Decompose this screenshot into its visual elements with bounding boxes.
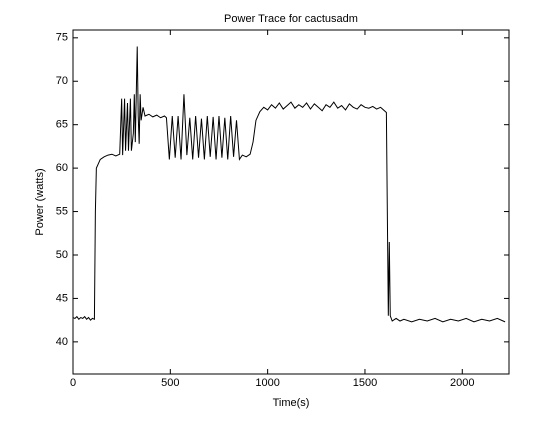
x-tick-label: 1000 — [255, 377, 279, 389]
y-tick-label: 60 — [56, 162, 68, 174]
y-tick-label: 65 — [56, 119, 68, 131]
axes-box — [72, 29, 510, 375]
x-tick-label: 1500 — [353, 377, 377, 389]
y-tick-label: 75 — [56, 32, 68, 44]
y-tick-label: 40 — [56, 336, 68, 348]
y-tick-label: 50 — [56, 249, 68, 261]
data-line — [72, 46, 506, 323]
y-axis-label: Power (watts) — [34, 168, 46, 235]
x-axis-label: Time(s) — [273, 397, 310, 409]
chart-title: Power Trace for cactusadm — [224, 13, 358, 25]
x-tick-label: 2000 — [450, 377, 474, 389]
x-tick-label: 500 — [161, 377, 179, 389]
y-tick-label: 55 — [56, 205, 68, 217]
y-tick-label: 45 — [56, 292, 68, 304]
x-tick-label: 0 — [70, 377, 76, 389]
y-tick-label: 70 — [56, 75, 68, 87]
